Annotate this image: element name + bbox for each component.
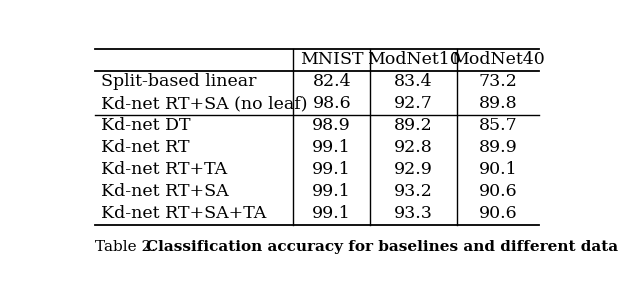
- Text: Table 2.: Table 2.: [95, 240, 161, 254]
- Text: Kd-net RT+SA: Kd-net RT+SA: [101, 183, 228, 200]
- Text: MNIST: MNIST: [300, 51, 364, 68]
- Text: ModNet10: ModNet10: [367, 51, 460, 68]
- Text: 90.6: 90.6: [479, 183, 517, 200]
- Text: ModNet40: ModNet40: [451, 51, 545, 68]
- Text: 82.4: 82.4: [312, 73, 351, 90]
- Text: Split-based linear: Split-based linear: [101, 73, 257, 90]
- Text: Kd-net RT+TA: Kd-net RT+TA: [101, 161, 227, 178]
- Text: 99.1: 99.1: [312, 139, 351, 156]
- Text: 98.6: 98.6: [312, 95, 351, 112]
- Text: 98.9: 98.9: [312, 117, 351, 134]
- Text: Kd-net RT: Kd-net RT: [101, 139, 189, 156]
- Text: Kd-net RT+SA (no leaf): Kd-net RT+SA (no leaf): [101, 95, 307, 112]
- Text: 89.9: 89.9: [479, 139, 517, 156]
- Text: Kd-net RT+SA+TA: Kd-net RT+SA+TA: [101, 205, 266, 222]
- Text: 92.7: 92.7: [394, 95, 433, 112]
- Text: 92.9: 92.9: [394, 161, 433, 178]
- Text: 99.1: 99.1: [312, 161, 351, 178]
- Text: 99.1: 99.1: [312, 183, 351, 200]
- Text: 93.2: 93.2: [394, 183, 433, 200]
- Text: 83.4: 83.4: [394, 73, 433, 90]
- Text: Classification accuracy for baselines and different data: Classification accuracy for baselines an…: [146, 240, 618, 254]
- Text: Kd-net DT: Kd-net DT: [101, 117, 190, 134]
- Text: 90.6: 90.6: [479, 205, 517, 222]
- Text: 93.3: 93.3: [394, 205, 433, 222]
- Text: 89.2: 89.2: [394, 117, 433, 134]
- Text: 99.1: 99.1: [312, 205, 351, 222]
- Text: 85.7: 85.7: [479, 117, 517, 134]
- Text: 92.8: 92.8: [394, 139, 433, 156]
- Text: 90.1: 90.1: [479, 161, 517, 178]
- Text: 73.2: 73.2: [479, 73, 517, 90]
- Text: 89.8: 89.8: [479, 95, 517, 112]
